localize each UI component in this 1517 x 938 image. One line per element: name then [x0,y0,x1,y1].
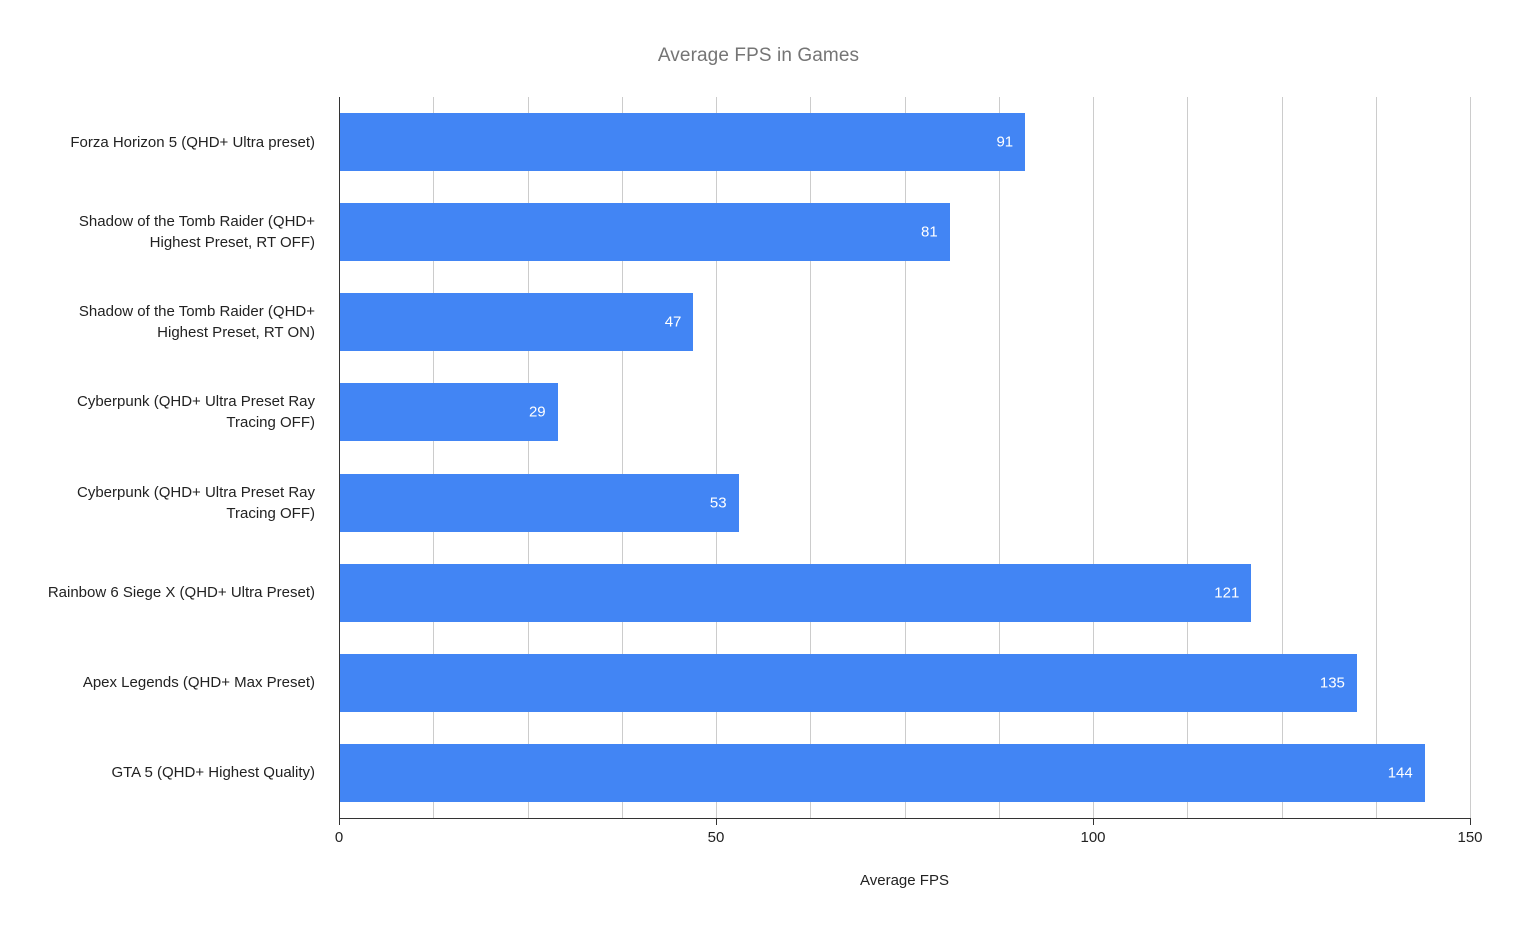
x-axis-tick-mark [1470,818,1471,825]
bar-value-label: 144 [1387,764,1413,782]
y-axis-label: Shadow of the Tomb Raider (QHD+ Highest … [0,187,327,277]
bar[interactable]: 81 [339,203,950,262]
bar-value-label: 81 [921,223,938,241]
gridline [1376,97,1377,818]
gridline [905,97,906,818]
bar[interactable]: 29 [339,383,558,442]
gridline [1093,97,1094,818]
x-axis-tick-mark [716,818,717,825]
x-axis-line [339,818,1471,819]
gridline [1282,97,1283,818]
bar-band: 81 [339,203,1470,262]
bar[interactable]: 135 [339,653,1357,712]
gridline [716,97,717,818]
bar-band: 121 [339,563,1470,622]
bar-band: 29 [339,383,1470,442]
y-axis-label: Forza Horizon 5 (QHD+ Ultra preset) [0,97,327,187]
bar-value-label: 91 [996,133,1014,151]
y-axis-label-text: Rainbow 6 Siege X (QHD+ Ultra Preset) [47,584,315,602]
bar[interactable]: 91 [339,113,1026,172]
gridline [810,97,811,818]
bar-band: 91 [339,113,1470,172]
chart-title: Average FPS in Games [657,45,860,66]
gridline [433,97,434,818]
y-axis-label-text: Cyberpunk (QHD+ Ultra Preset Ray Tracing… [77,393,315,432]
bar[interactable]: 121 [339,563,1252,622]
bar-value-label: 29 [528,403,546,421]
bars-layer: 91 81 47 29 53 121 135 144 [339,97,1470,818]
bar[interactable]: 47 [339,293,694,352]
x-axis-tick-label: 50 [707,829,725,846]
y-axis-label-text: Apex Legends (QHD+ Max Preset) [82,674,315,692]
y-axis-label-text: Forza Horizon 5 (QHD+ Ultra preset) [70,133,315,151]
x-axis-title: Average FPS [860,872,949,889]
bar-value-label: 135 [1319,674,1345,692]
y-axis-label-text: Shadow of the Tomb Raider (QHD+ Highest … [78,213,315,252]
bar-value-label: 121 [1214,584,1240,602]
gridline [1187,97,1188,818]
x-axis-tick-label: 150 [1457,829,1483,846]
bar[interactable]: 144 [339,743,1425,802]
y-axis-label-text: GTA 5 (QHD+ Highest Quality) [111,764,315,782]
bar-value-label: 47 [664,313,682,331]
y-axis-label: Apex Legends (QHD+ Max Preset) [0,638,327,728]
y-axis-label: GTA 5 (QHD+ Highest Quality) [0,728,327,818]
gridline [528,97,529,818]
gridline [1470,97,1471,818]
y-axis-category-labels: Forza Horizon 5 (QHD+ Ultra preset) Shado… [0,97,327,818]
y-axis-label-text: Cyberpunk (QHD+ Ultra Preset Ray Tracing… [77,483,315,522]
plot-area: 91 81 47 29 53 121 135 144 [339,97,1471,818]
x-axis-tick-mark [339,818,340,825]
y-axis-label: Rainbow 6 Siege X (QHD+ Ultra Preset) [0,548,327,638]
bar[interactable]: 53 [339,473,739,532]
y-axis-label: Shadow of the Tomb Raider (QHD+ Highest … [0,277,327,367]
x-axis-tick-mark [1093,818,1094,825]
y-axis-label: Cyberpunk (QHD+ Ultra Preset Ray Tracing… [0,367,327,457]
bar-band: 144 [339,743,1470,802]
y-axis-line [339,97,340,819]
y-axis-label-text: Shadow of the Tomb Raider (QHD+ Highest … [78,303,315,342]
gridlines [339,97,1471,818]
y-axis-label: Cyberpunk (QHD+ Ultra Preset Ray Tracing… [0,458,327,548]
gridline [622,97,623,818]
bar-band: 53 [339,473,1470,532]
bar-band: 135 [339,653,1470,712]
gridline [999,97,1000,818]
x-axis-tick-label: 100 [1080,829,1106,846]
x-axis-tick-label: 0 [334,829,344,846]
bar-band: 47 [339,293,1470,352]
bar-value-label: 53 [709,494,727,512]
